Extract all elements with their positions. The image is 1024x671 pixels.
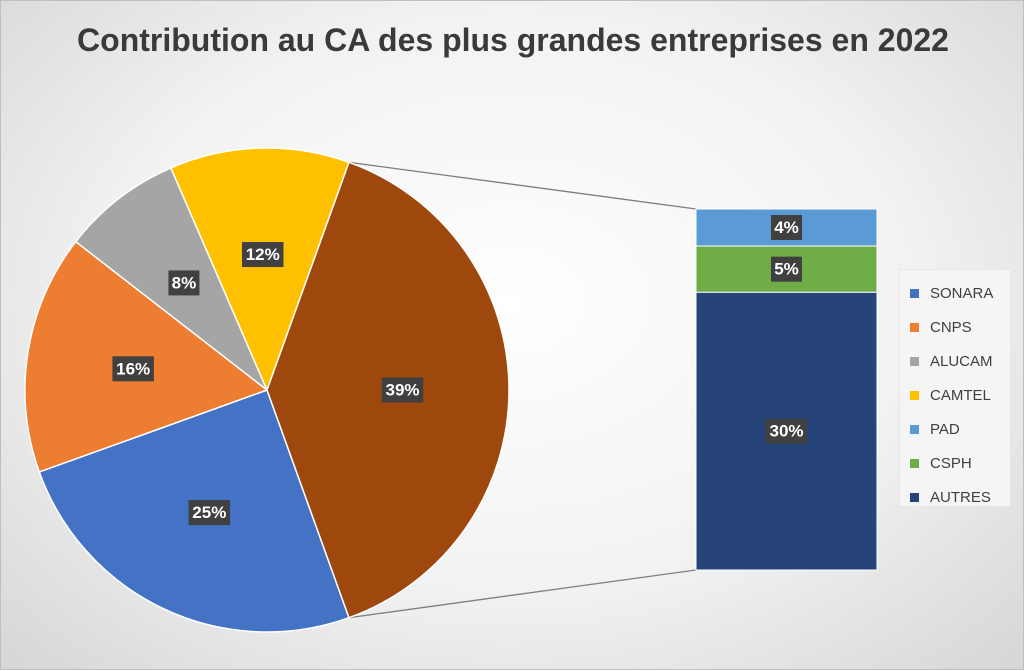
legend-label: CSPH	[930, 454, 972, 472]
svg-text:5%: 5%	[774, 260, 799, 279]
legend-label: CAMTEL	[930, 386, 991, 404]
legend-item-sonara: SONARA	[900, 276, 1010, 310]
legend-swatch	[910, 288, 919, 298]
pie-label-sonara: 25%	[188, 500, 231, 526]
pie-label-camtel: 12%	[241, 242, 284, 268]
svg-text:30%: 30%	[769, 422, 803, 441]
bar-label-pad: 4%	[771, 215, 802, 241]
legend-item-pad: PAD	[900, 412, 1010, 446]
pie-label-alucam: 8%	[168, 270, 200, 296]
chart-title: Contribution au CA des plus grandes entr…	[77, 22, 949, 58]
legend-item-autres: AUTRES	[900, 480, 1010, 514]
svg-text:12%: 12%	[246, 245, 280, 264]
svg-text:16%: 16%	[116, 359, 150, 378]
bar-label-csph: 5%	[771, 256, 802, 282]
legend-swatch	[910, 390, 919, 400]
legend-swatch	[910, 458, 919, 468]
svg-text:8%: 8%	[172, 273, 197, 292]
svg-text:25%: 25%	[192, 503, 226, 522]
legend-swatch	[910, 424, 919, 434]
pie-slice-camtel	[169, 147, 350, 393]
svg-text:4%: 4%	[774, 218, 799, 237]
legend-label: PAD	[930, 420, 960, 438]
svg-text:39%: 39%	[386, 381, 420, 400]
legend-label: AUTRES	[930, 488, 991, 506]
connector-line-top	[348, 161, 697, 210]
legend-item-alucam: ALUCAM	[900, 344, 1010, 378]
legend-item-csph: CSPH	[900, 446, 1010, 480]
connector-line-bottom	[348, 569, 697, 619]
legend-item-cnps: CNPS	[900, 310, 1010, 344]
legend-label: CNPS	[930, 318, 972, 336]
pie-label-cnps: 16%	[112, 356, 154, 382]
bar-label-autres: 30%	[765, 418, 808, 444]
legend-swatch	[910, 492, 919, 502]
pie-label-autres-groupe: 39%	[381, 377, 424, 403]
legend-swatch	[910, 322, 919, 332]
legend-label: SONARA	[930, 284, 994, 302]
legend-label: ALUCAM	[930, 352, 993, 370]
legend-item-camtel: CAMTEL	[900, 378, 1010, 412]
legend: SONARA CNPS ALUCAM CAMTEL PAD CSPH AUTRES	[899, 269, 1011, 507]
legend-swatch	[910, 356, 919, 366]
